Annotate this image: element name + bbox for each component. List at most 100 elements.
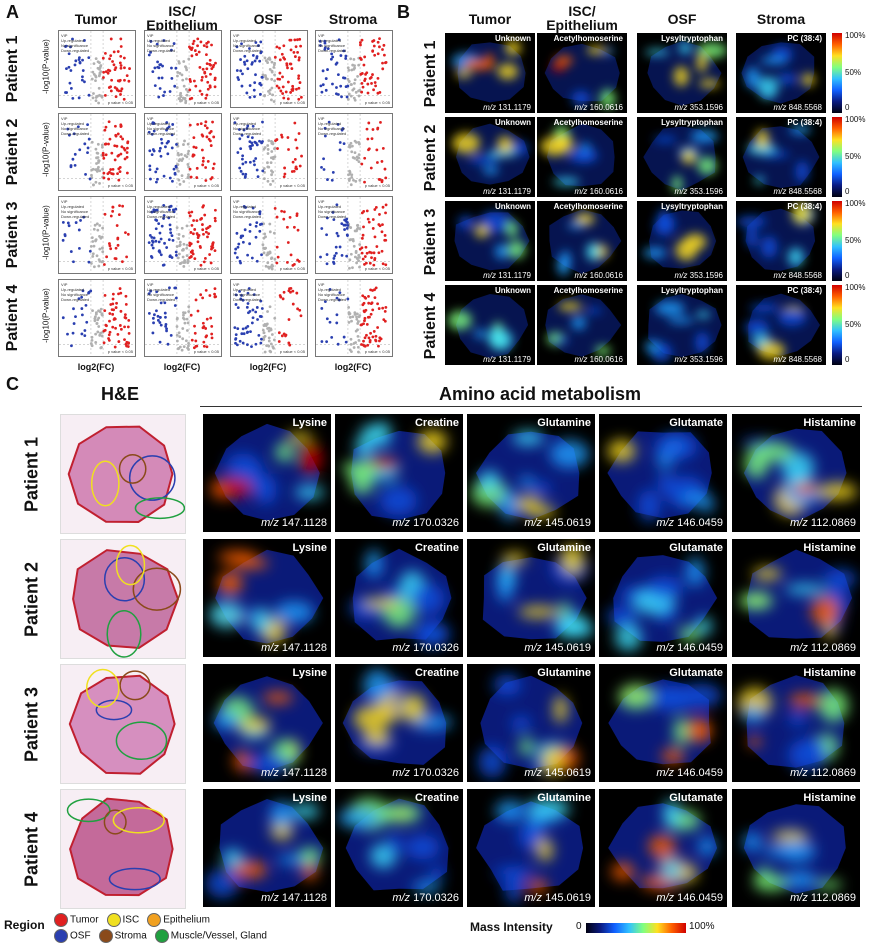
volcano-point [299, 95, 303, 99]
volcano-point [107, 333, 111, 337]
volcano-legend: VIP Up-regulated No significance Down-regul… [61, 199, 89, 219]
volcano-point [182, 84, 186, 88]
msi-metabolite-label: Lysyltryptophan [661, 34, 723, 43]
volcano-point [160, 141, 164, 145]
volcano-point [83, 39, 86, 42]
volcano-point [353, 311, 357, 314]
volcano-point [101, 226, 105, 230]
volcano-point [73, 63, 77, 67]
volcano-point [171, 179, 174, 183]
msi-mz-label: m/z 848.5568 [774, 271, 823, 280]
volcano-plot: VIP Up-regulated No significance Down-regul… [230, 30, 308, 108]
volcano-point [97, 159, 101, 162]
volcano-point [335, 231, 339, 235]
volcano-point [292, 225, 296, 229]
volcano-point [246, 302, 250, 305]
volcano-point [245, 343, 249, 347]
volcano-point [117, 213, 121, 217]
volcano-point [292, 169, 296, 173]
volcano-point [374, 334, 378, 338]
volcano-point [234, 337, 237, 341]
volcano-point [260, 337, 263, 341]
volcano-point [267, 139, 271, 143]
volcano-plot: VIP Up-regulated No significance Down-regul… [315, 113, 393, 191]
volcano-point [103, 142, 107, 146]
region-color-swatch [106, 913, 121, 928]
volcano-point [98, 224, 102, 227]
mz-value: 112.0869 [810, 642, 856, 654]
volcano-point [101, 260, 105, 263]
volcano-point [190, 96, 194, 100]
volcano-point [235, 256, 239, 259]
volcano-point [251, 54, 255, 57]
volcano-point [188, 123, 192, 127]
volcano-point [246, 67, 250, 71]
volcano-point [269, 161, 273, 165]
volcano-point [213, 76, 217, 80]
volcano-point [97, 264, 101, 268]
volcano-point [243, 176, 247, 179]
volcano-point [194, 344, 198, 348]
volcano-point [329, 57, 333, 61]
volcano-point [277, 86, 281, 90]
mz-value: 146.0459 [677, 767, 723, 779]
msi-image: Acetylhomoserine m/z 160.0616 [537, 117, 627, 197]
volcano-point [153, 84, 157, 88]
volcano-point [285, 225, 289, 229]
volcano-point [192, 79, 196, 83]
volcano-point [182, 265, 186, 268]
volcano-point [158, 87, 162, 90]
volcano-point [174, 253, 178, 257]
volcano-point [188, 88, 192, 92]
volcano-legend: VIP Up-regulated No significance Down-regul… [318, 116, 346, 136]
volcano-point [173, 304, 177, 307]
volcano-point [71, 37, 74, 41]
volcano-point [295, 87, 298, 91]
msi-image: PC (38:4) m/z 848.5568 [736, 33, 826, 113]
volcano-point [350, 175, 354, 179]
panel-c-row-header: Patient 4 [21, 811, 42, 888]
volcano-point [185, 254, 189, 257]
volcano-svg [231, 114, 307, 190]
mz-prefix: m/z [261, 642, 279, 654]
volcano-point [262, 222, 266, 226]
volcano-point [357, 315, 361, 319]
volcano-point [361, 85, 365, 89]
volcano-point [97, 101, 101, 105]
msi-metabolite-label: Unknown [495, 286, 531, 295]
volcano-point [150, 243, 154, 247]
volcano-point [270, 60, 274, 64]
volcano-legend-item: Down-regulated [233, 131, 262, 136]
volcano-point [94, 180, 98, 184]
volcano-point [187, 173, 190, 177]
volcano-point [149, 289, 153, 293]
volcano-point [237, 242, 241, 246]
region-name: Muscle/Vessel, Gland [170, 931, 267, 942]
volcano-point [365, 127, 369, 131]
volcano-point [362, 225, 365, 229]
volcano-point [351, 266, 354, 270]
volcano-point [150, 153, 154, 157]
volcano-point [117, 178, 121, 182]
msi-metabolite-label: PC (38:4) [787, 34, 822, 43]
volcano-point [266, 152, 270, 155]
volcano-point [273, 73, 276, 77]
mz-value: 848.5568 [788, 355, 822, 364]
volcano-point [241, 234, 245, 238]
volcano-point [272, 65, 276, 69]
volcano-point [170, 256, 174, 259]
volcano-point [77, 228, 81, 232]
volcano-point [366, 217, 370, 221]
volcano-point [108, 137, 112, 141]
volcano-point [238, 259, 242, 263]
volcano-point [195, 232, 199, 235]
volcano-legend: VIP Up-regulated No significance Down-regul… [147, 33, 175, 53]
volcano-point [238, 137, 242, 141]
volcano-point [157, 240, 161, 244]
volcano-point [374, 84, 378, 88]
volcano-point [355, 158, 359, 162]
volcano-point [189, 231, 193, 234]
volcano-point [208, 253, 212, 256]
panel-b-colorbar [832, 33, 842, 113]
volcano-point [184, 99, 188, 103]
